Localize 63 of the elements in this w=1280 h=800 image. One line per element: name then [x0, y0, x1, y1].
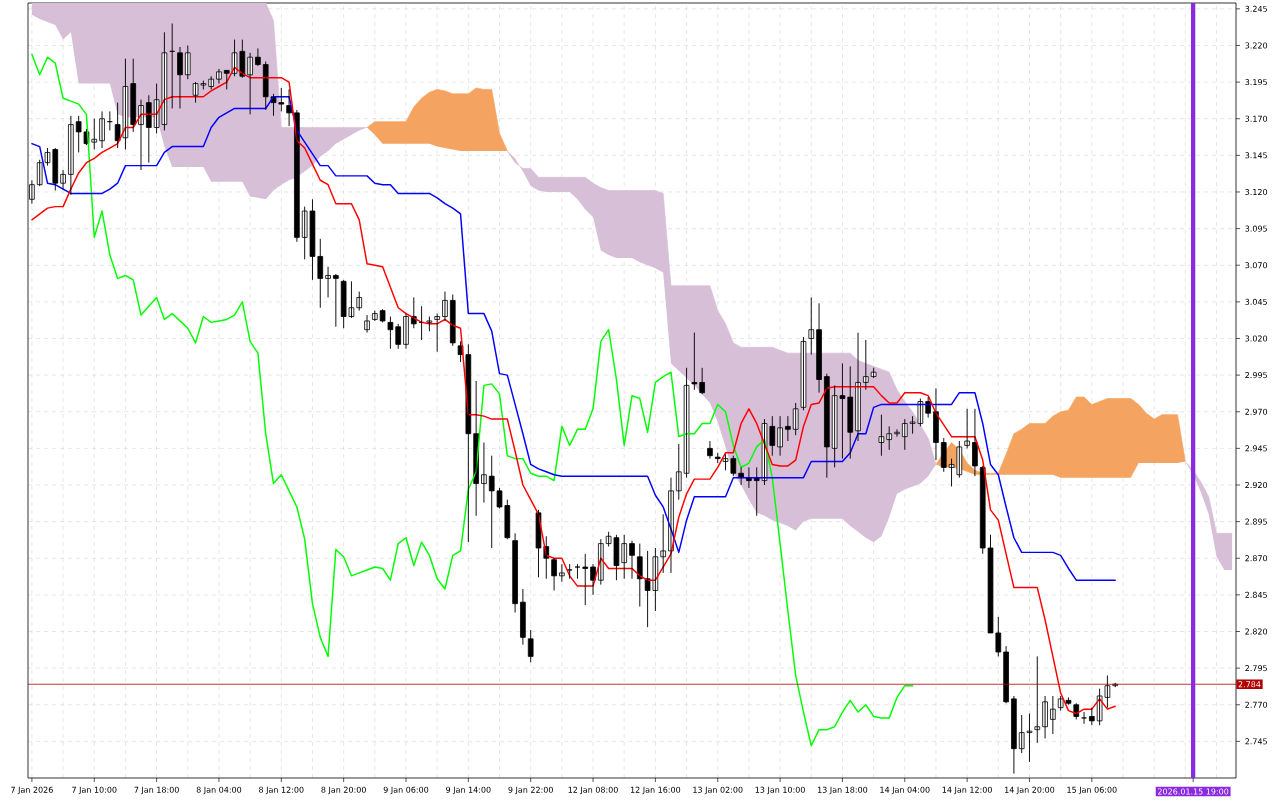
candlestick — [863, 339, 869, 391]
candlestick — [901, 418, 908, 451]
y-tick-label: 2.845 — [1245, 591, 1267, 598]
ref-line-label: 2.784 — [1238, 681, 1261, 688]
y-tick-label: 3.145 — [1245, 152, 1267, 159]
candlestick — [878, 414, 885, 457]
y-tick-label: 3.095 — [1245, 225, 1267, 232]
y-tick-label: 2.820 — [1245, 628, 1268, 635]
candlestick — [691, 332, 698, 391]
candlestick — [886, 425, 893, 451]
candlestick — [1034, 655, 1041, 744]
y-tick-label: 2.745 — [1245, 738, 1267, 745]
x-tick-label: 14 Jan 12:00 — [942, 786, 992, 795]
candlestick — [426, 316, 433, 332]
x-tick-label: 13 Jan 18:00 — [817, 786, 868, 795]
x-tick-label: 9 Jan 06:00 — [383, 786, 429, 795]
y-tick-label: 2.795 — [1245, 665, 1267, 672]
x-tick-label: 9 Jan 14:00 — [446, 786, 491, 795]
candlestick — [379, 308, 386, 323]
x-tick-label: 13 Jan 10:00 — [755, 786, 805, 795]
candlestick — [1089, 707, 1095, 726]
candlestick — [527, 629, 534, 663]
y-tick-label: 3.120 — [1245, 188, 1268, 195]
candlestick — [395, 323, 402, 350]
y-tick-label: 2.970 — [1245, 408, 1268, 415]
candlestick — [800, 336, 807, 411]
x-tick-label: 8 Jan 04:00 — [196, 786, 242, 795]
y-tick-label: 3.170 — [1245, 115, 1268, 122]
y-tick-label: 2.770 — [1245, 701, 1268, 708]
x-tick-label: 12 Jan 08:00 — [568, 786, 618, 795]
x-tick-label: 9 Jan 22:00 — [508, 786, 553, 795]
y-tick-label: 2.995 — [1245, 372, 1267, 379]
candlestick — [582, 553, 589, 606]
line-series — [31, 53, 914, 747]
x-tick-label: 13 Jan 02:00 — [693, 786, 743, 795]
candlestick — [372, 310, 378, 322]
candlestick — [434, 313, 440, 353]
y-tick-label: 3.245 — [1245, 5, 1267, 12]
candlestick — [792, 402, 799, 436]
x-tick-label: 15 Jan 06:00 — [1067, 786, 1117, 795]
x-tick-label: 14 Jan 20:00 — [1005, 786, 1055, 795]
candlestick — [808, 296, 815, 356]
y-tick-label: 3.195 — [1245, 79, 1267, 86]
y-tick-label: 2.945 — [1245, 445, 1267, 452]
x-tick-label: 7 Jan 18:00 — [134, 786, 179, 795]
x-tick-label: 14 Jan 04:00 — [880, 786, 930, 795]
candlestick — [660, 513, 666, 574]
candlestick — [574, 563, 581, 580]
x-tick-label: 7 Jan 10:00 — [72, 786, 117, 795]
x-tick-label: 2026.01.15 19:00 — [1158, 788, 1229, 795]
candlestick — [621, 534, 628, 580]
y-tick-label: 2.895 — [1245, 518, 1267, 525]
y-tick-label: 3.220 — [1245, 42, 1268, 49]
x-tick-label: 12 Jan 16:00 — [630, 786, 681, 795]
x-tick-label: 7 Jan 2026 — [11, 786, 53, 795]
y-tick-label: 3.020 — [1245, 335, 1268, 342]
x-tick-label: 8 Jan 12:00 — [259, 786, 304, 795]
x-tick-label: 8 Jan 20:00 — [321, 786, 366, 795]
y-tick-label: 3.045 — [1245, 298, 1267, 305]
y-tick-label: 3.070 — [1245, 262, 1268, 269]
candlestick — [184, 45, 191, 80]
y-tick-label: 2.920 — [1245, 481, 1268, 489]
y-tick-label: 2.870 — [1245, 555, 1268, 562]
